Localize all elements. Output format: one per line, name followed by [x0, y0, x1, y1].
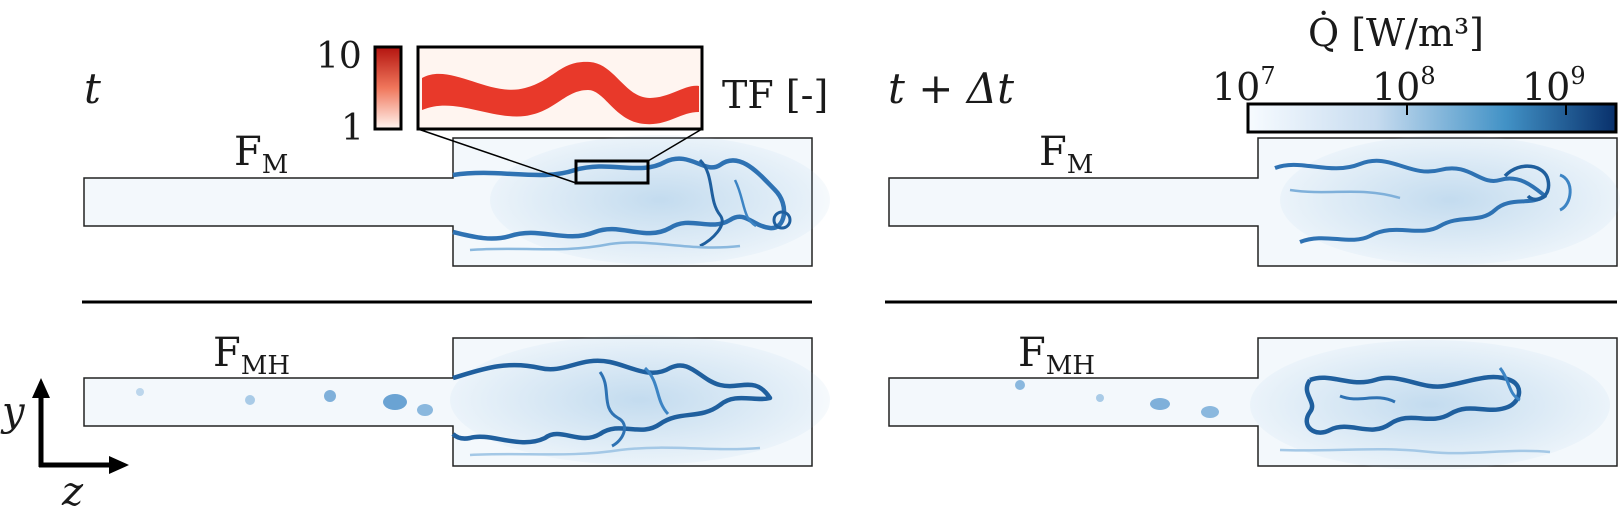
y-axis-label: y: [0, 389, 26, 435]
tf-flame-band: [422, 61, 699, 125]
row-label-fmh-right: FMH: [1018, 330, 1095, 381]
time-label-right: t + Δt: [888, 64, 1014, 113]
tf-max-label: 10: [316, 36, 362, 77]
flame-front: [452, 156, 787, 241]
flame-front: [1304, 374, 1522, 435]
z-axis-label: z: [61, 469, 84, 515]
zoom-region-box: [574, 159, 650, 185]
panel-fmh-tdt: [888, 337, 1618, 470]
tf-title: TF [-]: [722, 73, 828, 117]
y-arrow-head-icon: [32, 378, 50, 398]
row-label-fm-left: FM: [234, 129, 288, 180]
q-tick-1e8: 108: [1372, 62, 1436, 109]
q-colorbar-title: Q̇ [W/m³]: [1308, 11, 1484, 55]
tf-colorbar: 10 1 TF [-]: [316, 36, 828, 149]
q-colorbar: Q̇ [W/m³] 107 108 109: [1212, 11, 1618, 134]
panel-fmh-t: [83, 335, 830, 467]
tf-min-label: 1: [341, 108, 364, 149]
panel-fm-tdt: [888, 135, 1620, 267]
flame-front: [451, 358, 773, 445]
axis-indicator: y z: [0, 378, 129, 515]
q-tick-1e9: 109: [1522, 62, 1586, 109]
panel-fm-t: [83, 128, 830, 267]
z-arrow-head-icon: [109, 456, 129, 474]
q-tick-1e7: 107: [1212, 62, 1276, 109]
time-label-left: t: [84, 64, 101, 113]
tf-inset: [416, 45, 704, 131]
row-label-fmh-left: FMH: [213, 330, 290, 381]
row-label-fm-right: FM: [1039, 129, 1093, 180]
